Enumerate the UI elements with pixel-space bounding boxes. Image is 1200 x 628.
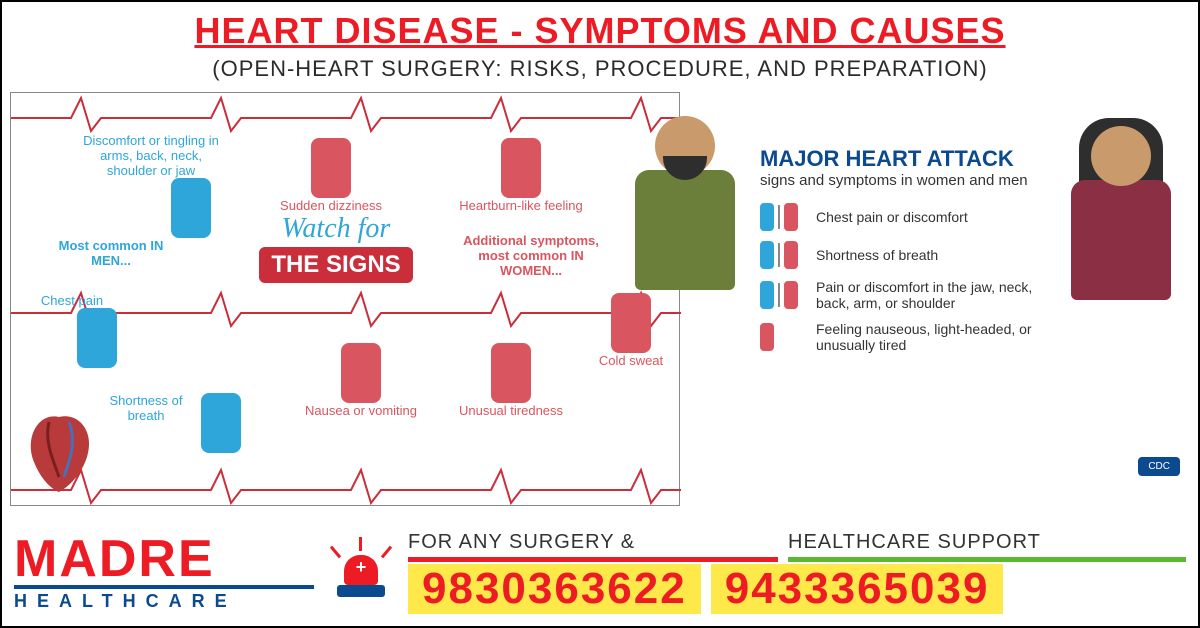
bullet-item: Shortness of breath (760, 241, 1060, 269)
male-figure-icon (201, 393, 241, 453)
surgery-label: FOR ANY SURGERY & (408, 531, 778, 562)
cdc-badge: CDC (1138, 457, 1180, 476)
symptom-label: Discomfort or tingling in arms, back, ne… (81, 133, 221, 178)
ecg-line-icon (11, 465, 681, 505)
symptom-shortness: Shortness of breath (91, 393, 241, 453)
symptom-tiredness: Unusual tiredness (451, 343, 571, 418)
symptom-label: Unusual tiredness (451, 403, 571, 418)
male-figure-icon (171, 178, 211, 238)
symptom-dizziness: Sudden dizziness (271, 138, 391, 213)
content-area: Watch for THE SIGNS Discomfort or tingli… (2, 86, 1198, 506)
panel-title: MAJOR HEART ATTACK (760, 146, 1060, 172)
watch-for-signs-title: Watch for THE SIGNS (236, 213, 436, 283)
logo-sub-text: HEALTHCARE (14, 585, 314, 612)
major-heart-attack-panel: MAJOR HEART ATTACK signs and symptoms in… (680, 86, 1190, 506)
male-icon (760, 203, 774, 231)
the-signs-label: THE SIGNS (259, 247, 412, 283)
bullet-text: Shortness of breath (816, 247, 938, 263)
group-women-label: Additional symptoms, most common IN WOME… (451, 233, 611, 278)
page-title: HEART DISEASE - SYMPTOMS AND CAUSES (2, 10, 1198, 52)
male-icon (760, 241, 774, 269)
male-figure-icon (77, 308, 117, 368)
symptoms-list: MAJOR HEART ATTACK signs and symptoms in… (760, 146, 1060, 363)
bullet-text: Feeling nauseous, light-headed, or unusu… (816, 321, 1060, 353)
woman-illustration (1056, 126, 1186, 346)
anatomical-heart-icon (19, 407, 99, 497)
gender-icons (760, 241, 804, 269)
female-figure-icon (311, 138, 351, 198)
symptom-label: Sudden dizziness (271, 198, 391, 213)
siren-icon (326, 537, 396, 607)
female-figure-icon (491, 343, 531, 403)
footer: MADRE HEALTHCARE FOR ANY SURGERY & HEALT… (2, 518, 1198, 626)
female-icon (784, 241, 798, 269)
contact-section: FOR ANY SURGERY & HEALTHCARE SUPPORT 983… (408, 531, 1186, 614)
symptom-label: Cold sweat (591, 353, 671, 368)
male-icon (760, 281, 774, 309)
logo-main-text: MADRE (14, 533, 314, 585)
phone-support[interactable]: 9433365039 (711, 564, 1004, 614)
bullet-item: Pain or discomfort in the jaw, neck, bac… (760, 279, 1060, 311)
gender-icons (760, 323, 804, 351)
symptom-nausea: Nausea or vomiting (301, 343, 421, 418)
panel-subtitle: signs and symptoms in women and men (760, 172, 1060, 189)
bullet-item: Chest pain or discomfort (760, 203, 1060, 231)
support-label: HEALTHCARE SUPPORT (788, 531, 1186, 562)
symptom-label: Chest pain (17, 293, 127, 308)
bullet-text: Chest pain or discomfort (816, 209, 968, 225)
gender-icons (760, 281, 804, 309)
symptom-chest-pain: Chest pain (17, 293, 127, 368)
page-subtitle: (OPEN-HEART SURGERY: RISKS, PROCEDURE, A… (2, 56, 1198, 82)
signs-infographic: Watch for THE SIGNS Discomfort or tingli… (10, 92, 680, 506)
female-figure-icon (501, 138, 541, 198)
bullet-item: Feeling nauseous, light-headed, or unusu… (760, 321, 1060, 353)
brand-logo: MADRE HEALTHCARE (14, 533, 314, 612)
female-icon (760, 323, 774, 351)
female-figure-icon (341, 343, 381, 403)
man-illustration (620, 116, 750, 316)
phone-surgery[interactable]: 9830363622 (408, 564, 701, 614)
female-icon (784, 203, 798, 231)
header: HEART DISEASE - SYMPTOMS AND CAUSES (OPE… (2, 2, 1198, 86)
ecg-line-icon (11, 93, 681, 133)
symptom-heartburn: Heartburn-like feeling (451, 138, 591, 213)
gender-icons (760, 203, 804, 231)
group-men-label: Most common IN MEN... (51, 238, 171, 268)
symptom-label: Heartburn-like feeling (451, 198, 591, 213)
bullet-text: Pain or discomfort in the jaw, neck, bac… (816, 279, 1060, 311)
watch-for-label: Watch for (236, 213, 436, 245)
symptom-discomfort: Discomfort or tingling in arms, back, ne… (81, 133, 221, 238)
symptom-label: Nausea or vomiting (301, 403, 421, 418)
female-icon (784, 281, 798, 309)
